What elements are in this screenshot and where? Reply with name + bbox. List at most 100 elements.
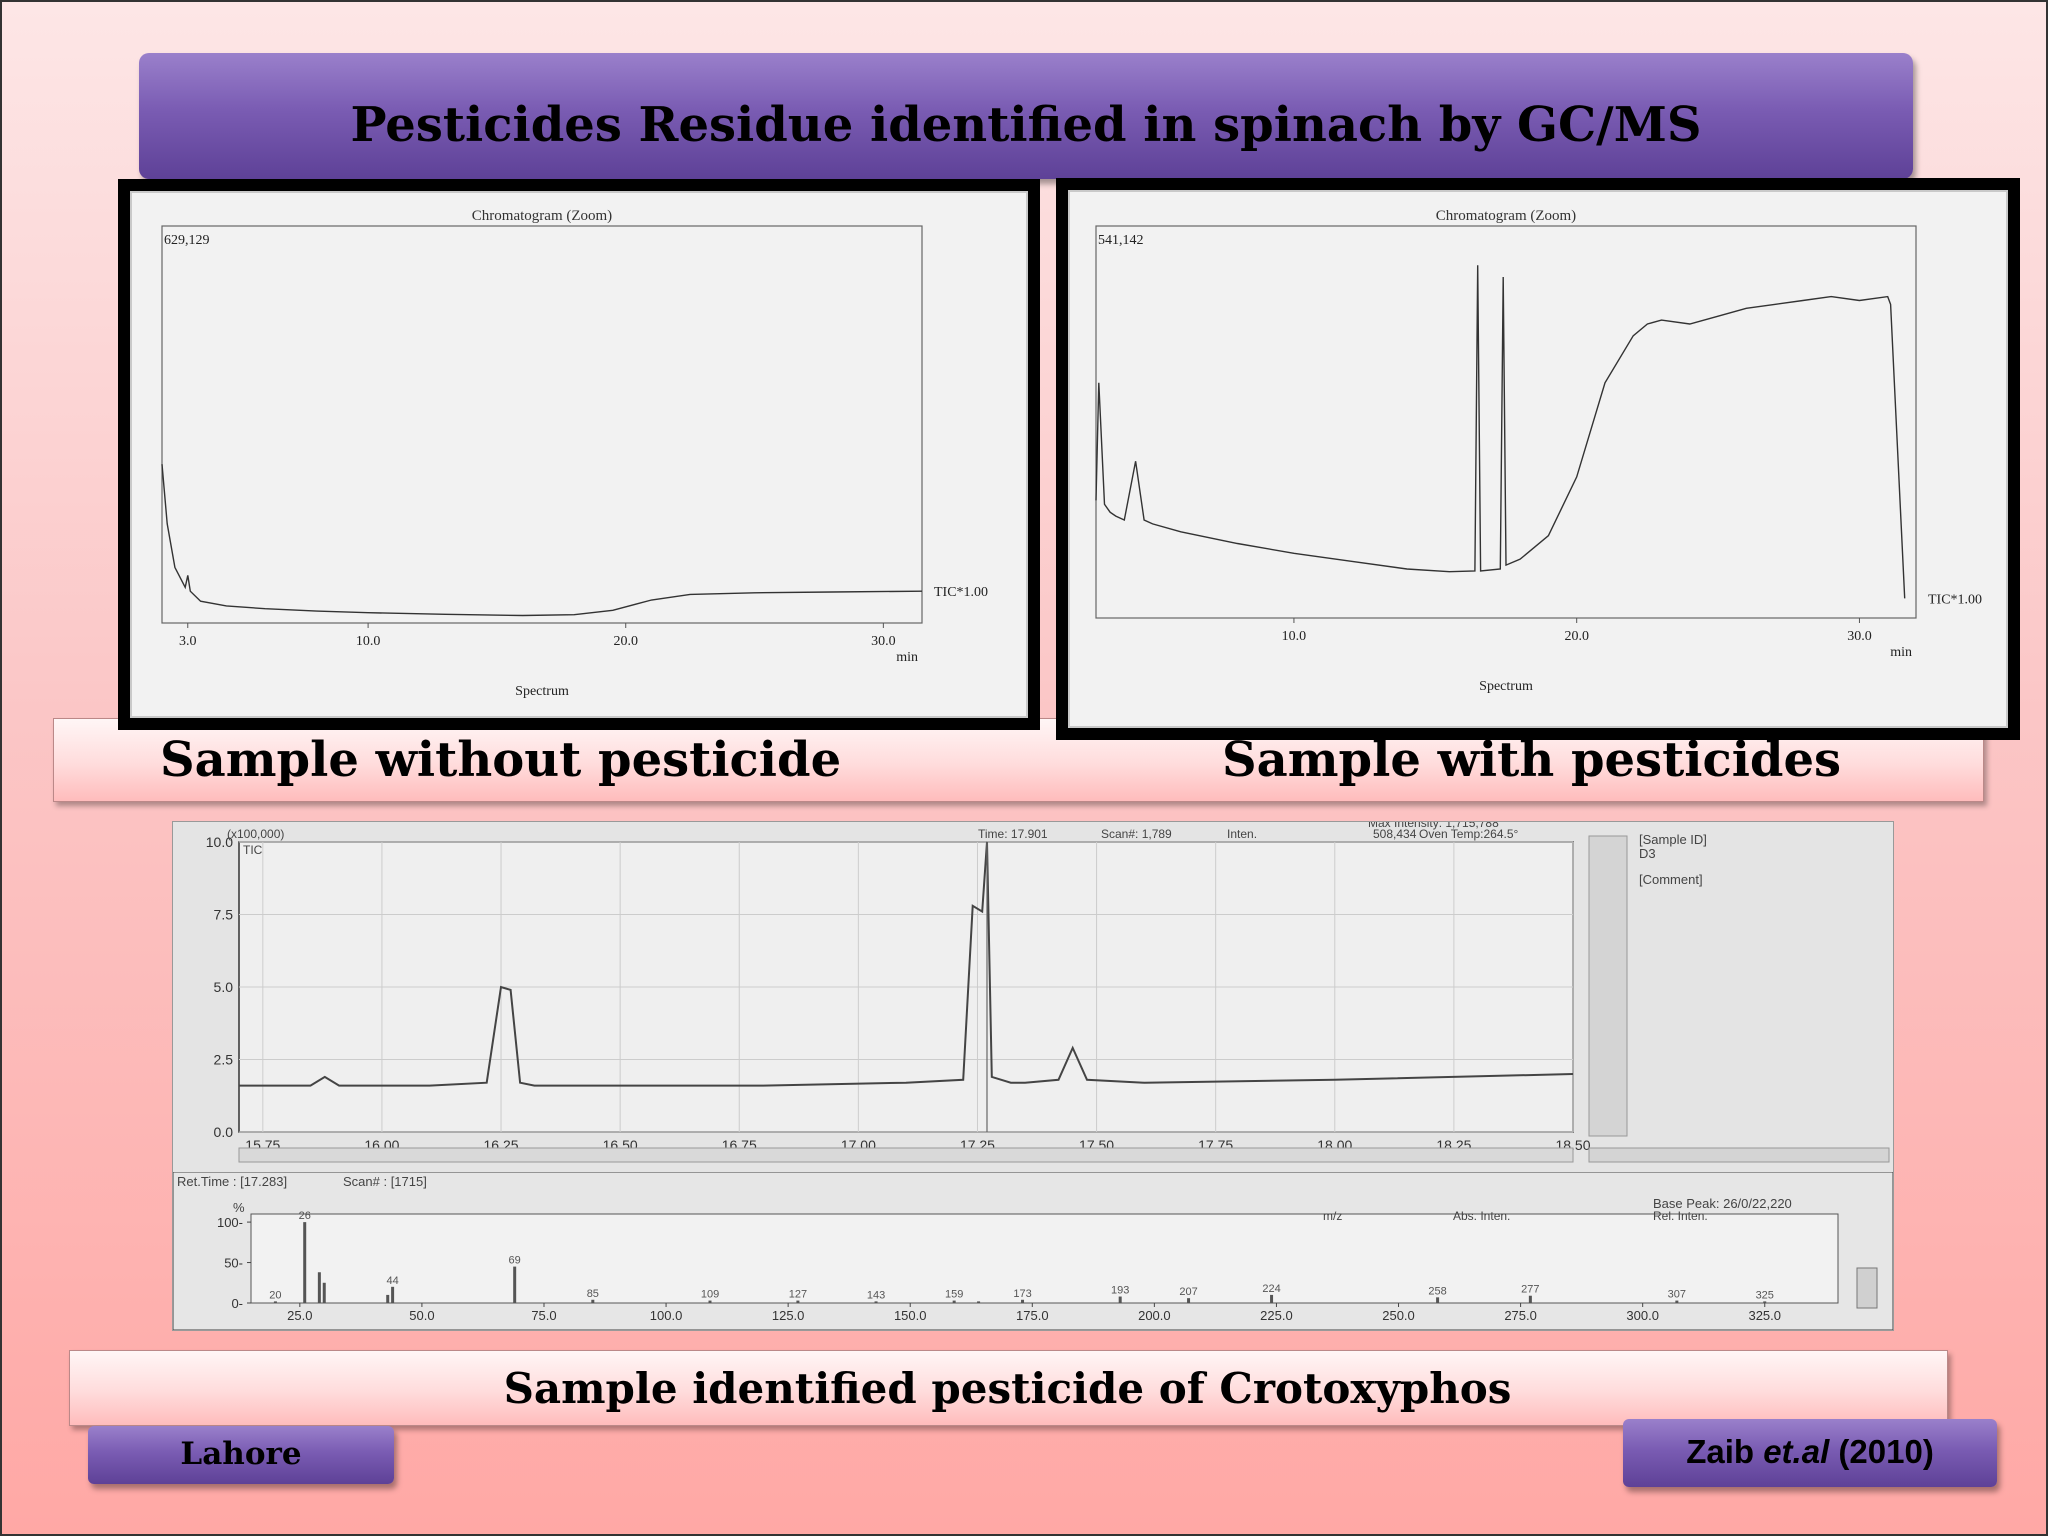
peak-label: 307 (1668, 1289, 1686, 1301)
peak-label: 69 (509, 1255, 521, 1267)
header-inten: Inten. (1227, 827, 1257, 841)
peak-label: 20 (269, 1289, 281, 1301)
x-tick-label: 20.0 (613, 634, 638, 649)
zoom-control (1856, 1267, 1878, 1309)
left-chart-frame: Chromatogram (Zoom) 629,129 3.0 10.0 20.0 30.… (118, 179, 1040, 730)
x-tick-label: 100.0 (650, 1308, 683, 1323)
trace-name: TIC (243, 843, 263, 857)
caption-bar-bottom (69, 1350, 1948, 1426)
comment-label: [Comment] (1639, 872, 1703, 887)
x-tick-label: 20.0 (1564, 629, 1589, 644)
peak-label: 44 (386, 1275, 398, 1287)
rel-inten-label: Rel. Inten. (1653, 1209, 1708, 1223)
y-tick-label: 7.5 (214, 907, 234, 923)
base-peak: Base Peak: 26/0/22,220 (1653, 1196, 1792, 1211)
mz-label: m/z (1323, 1209, 1342, 1223)
peak-label: 159 (945, 1289, 963, 1301)
peak-label: 143 (867, 1289, 885, 1301)
citation-author: Zaib (1686, 1433, 1764, 1470)
ms-scan: Scan# : [1715] (343, 1174, 427, 1189)
x-axis-label: min (896, 650, 918, 665)
y-axis-label: % (233, 1200, 245, 1215)
header-max-intensity: Max Intensity: 1,715,788 (1368, 822, 1499, 830)
caption-sample-without-pesticide: Sample without pesticide (160, 732, 842, 788)
scale-label: (x100,000) (227, 827, 284, 841)
title-banner (139, 53, 1913, 179)
trace-label: TIC*1.00 (934, 585, 988, 600)
citation-etal: et.al (1763, 1433, 1830, 1470)
x-tick-label: 175.0 (1016, 1308, 1049, 1323)
footer-location: Lahore (180, 1436, 302, 1472)
x-tick-label: 200.0 (1138, 1308, 1171, 1323)
peak-label: 109 (701, 1289, 719, 1301)
gcms-panel: 15.75 16.00 16.25 16.50 16.75 17.00 17.25 17.50… (172, 821, 1894, 1331)
vertical-scrollbar (1588, 835, 1628, 1137)
header-oven-temp: Oven Temp:264.5° (1419, 827, 1519, 841)
spectrum-label: Spectrum (1479, 679, 1533, 694)
sample-id-value: D3 (1639, 846, 1656, 861)
header-time: Time: 17.901 (978, 827, 1048, 841)
x-tick-label: 3.0 (179, 634, 197, 649)
y-tick-label: 50- (224, 1256, 243, 1271)
footer-citation: Zaib et.al (2010) (1623, 1433, 1997, 1471)
x-tick-label: 50.0 (409, 1308, 434, 1323)
peak-label: 258 (1428, 1285, 1446, 1297)
peak-label: 325 (1756, 1289, 1774, 1301)
y-tick-label: 0.0 (214, 1124, 234, 1140)
x-tick-label: 25.0 (287, 1308, 312, 1323)
trace-label: TIC*1.00 (1928, 592, 1982, 607)
slide-title: Pesticides Residue identified in spinach… (350, 97, 1702, 153)
ret-time: Ret.Time : [17.283] (177, 1174, 287, 1189)
chart-title: Chromatogram (Zoom) (472, 208, 612, 224)
chart-with-pesticides: Chromatogram (Zoom) 541,142 10.0 20.0 30.0 mi… (1095, 208, 1982, 694)
tic-trace (239, 841, 1574, 1087)
chart-without-pesticide: Chromatogram (Zoom) 629,129 3.0 10.0 20.0 30.… (161, 208, 988, 699)
caption-sample-with-pesticides: Sample with pesticides (1222, 732, 1842, 788)
x-tick-label: 275.0 (1504, 1308, 1537, 1323)
peak-label: 193 (1111, 1285, 1129, 1297)
horizontal-scrollbar (238, 1147, 1574, 1163)
x-tick-label: 150.0 (894, 1308, 927, 1323)
right-chart-frame: Chromatogram (Zoom) 541,142 10.0 20.0 30.0 mi… (1056, 178, 2020, 740)
x-tick-label: 125.0 (772, 1308, 805, 1323)
y-tick-label: 10.0 (206, 834, 233, 850)
abs-inten-label: Abs. Inten. (1453, 1209, 1510, 1223)
x-tick-label: 300.0 (1626, 1308, 1659, 1323)
tic-chromatogram: 15.75 16.00 16.25 16.50 16.75 17.00 17.25 17.50… (206, 822, 1890, 1163)
chromatogram-trace (1095, 265, 1906, 599)
x-axis-label: min (1890, 645, 1912, 660)
peak-label: 173 (1013, 1288, 1031, 1300)
chromatogram-trace (161, 464, 923, 617)
peak-label: 207 (1179, 1286, 1197, 1298)
header-scan: Scan#: 1,789 (1101, 827, 1172, 841)
y-tick-label: 2.5 (214, 1052, 234, 1068)
footer-citation-tab (1623, 1419, 1997, 1487)
max-intensity-label: 629,129 (164, 233, 210, 248)
sample-id-label: [Sample ID] (1639, 832, 1707, 847)
x-tick-label: 75.0 (531, 1308, 556, 1323)
y-tick-label: 5.0 (214, 979, 234, 995)
horizontal-scrollbar-right (1588, 1147, 1890, 1163)
spectrum-label: Spectrum (515, 684, 569, 699)
max-intensity-label: 541,142 (1098, 233, 1144, 248)
y-tick-label: 100- (217, 1215, 243, 1230)
citation-year: (2010) (1829, 1433, 1934, 1470)
x-tick-label: 10.0 (1282, 629, 1307, 644)
plot-area (250, 1213, 1839, 1304)
header-inten-value: 508,434 (1373, 827, 1417, 841)
peak-label: 277 (1521, 1284, 1539, 1296)
x-tick-label: 30.0 (1847, 629, 1872, 644)
mass-spectrum: Ret.Time : [17.283] Scan# : [1715] Base Pe… (173, 1172, 1893, 1330)
x-tick-label: 225.0 (1260, 1308, 1293, 1323)
x-tick-label: 250.0 (1382, 1308, 1415, 1323)
plot-area (161, 225, 923, 624)
peak-label: 85 (587, 1288, 599, 1300)
peak-label: 224 (1262, 1283, 1280, 1295)
x-tick-label: 10.0 (356, 634, 381, 649)
x-tick-label: 30.0 (871, 634, 896, 649)
peak-label: 26 (299, 1210, 311, 1222)
plot-area (1095, 225, 1917, 619)
y-tick-label: 0- (231, 1296, 243, 1311)
peak-label: 127 (789, 1289, 807, 1301)
